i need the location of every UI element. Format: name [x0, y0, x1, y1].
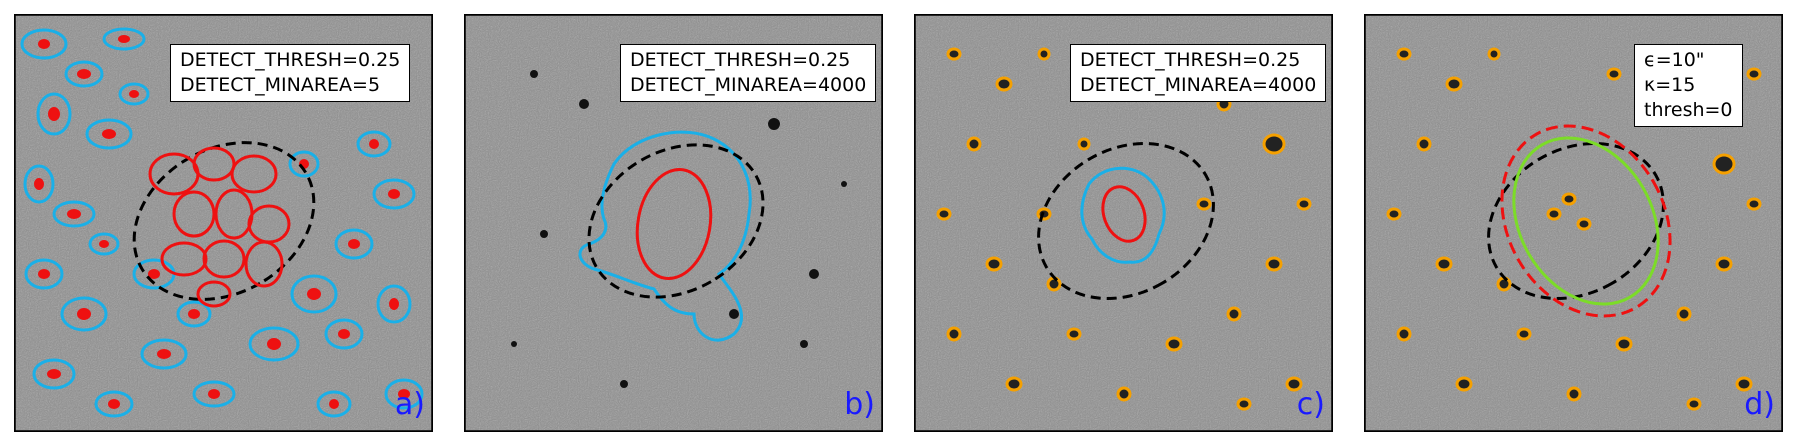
panel-a: DETECT_THRESH=0.25 DETECT_MINAREA=5 a) — [14, 14, 433, 432]
panel-label: d) — [1744, 387, 1775, 422]
legend-line: κ=15 — [1644, 74, 1696, 96]
panel-label: a) — [394, 387, 425, 422]
black-dashed-ellipse — [1037, 142, 1215, 300]
legend-line: ϵ=10" — [1644, 49, 1705, 71]
legend-line: thresh=0 — [1644, 99, 1733, 121]
red-ellipse — [1101, 185, 1147, 243]
frame — [914, 14, 1333, 432]
legend-line: DETECT_THRESH=0.25 — [630, 49, 851, 71]
panel-label: b) — [844, 387, 875, 422]
legend-line: DETECT_MINAREA=5 — [180, 74, 381, 96]
legend-line: DETECT_MINAREA=4000 — [1080, 74, 1317, 96]
legend-line: DETECT_MINAREA=4000 — [630, 74, 867, 96]
frame — [1364, 14, 1783, 432]
panel-c: DETECT_THRESH=0.25 DETECT_MINAREA=4000 c… — [914, 14, 1333, 432]
legend-box: DETECT_THRESH=0.25 DETECT_MINAREA=5 — [170, 44, 411, 102]
orange-source-ellipses — [1386, 47, 1762, 411]
panel-label: c) — [1296, 387, 1325, 422]
legend-line: DETECT_THRESH=0.25 — [180, 49, 401, 71]
legend-box: ϵ=10" κ=15 thresh=0 — [1634, 44, 1743, 127]
red-ellipse — [635, 167, 713, 281]
red-cluster-ellipses — [148, 146, 291, 308]
frame — [464, 14, 883, 432]
black-dashed-ellipse — [587, 143, 765, 299]
legend-box: DETECT_THRESH=0.25 DETECT_MINAREA=4000 — [1070, 44, 1327, 102]
legend-box: DETECT_THRESH=0.25 DETECT_MINAREA=4000 — [620, 44, 877, 102]
green-ellipse — [1512, 136, 1660, 306]
panel-b: DETECT_THRESH=0.25 DETECT_MINAREA=4000 b… — [464, 14, 883, 432]
legend-line: DETECT_THRESH=0.25 — [1080, 49, 1301, 71]
cyan-contour — [1080, 166, 1166, 264]
black-dashed-ellipse — [1487, 142, 1665, 300]
cyan-contours — [20, 27, 424, 418]
red-dashed-ellipse — [1500, 124, 1672, 318]
red-ellipses-small — [34, 35, 410, 409]
axis-ticks — [14, 14, 433, 432]
cyan-contour — [578, 130, 752, 342]
panel-d: ϵ=10" κ=15 thresh=0 d) — [1364, 14, 1783, 432]
